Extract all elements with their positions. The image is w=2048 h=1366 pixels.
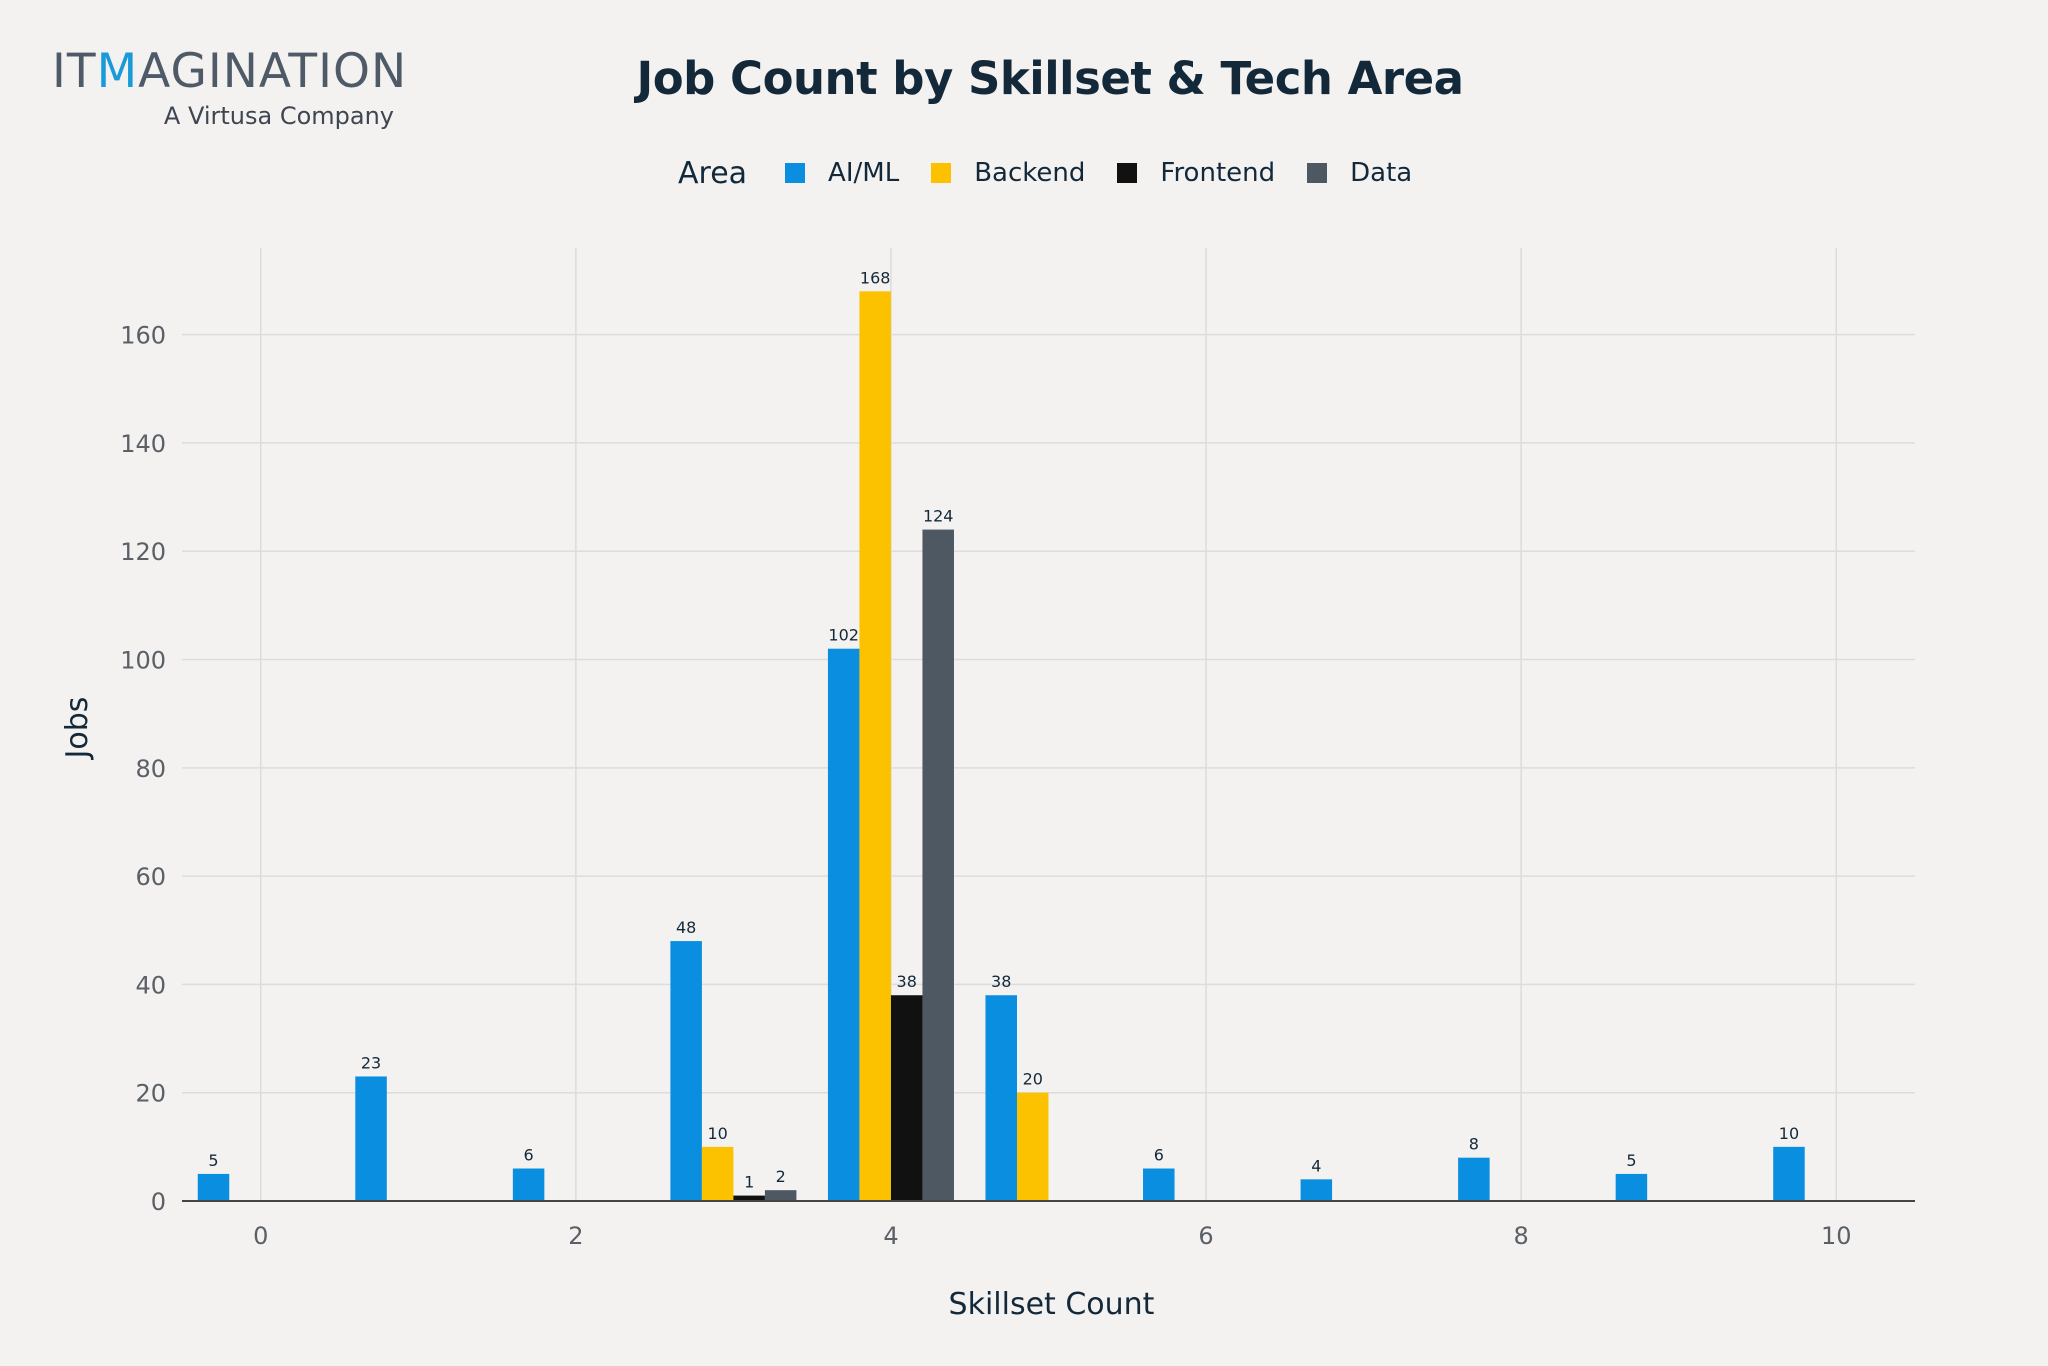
bar-aiml xyxy=(1615,1173,1648,1201)
bar-backend xyxy=(1016,1092,1049,1201)
bar-label-aiml: 5 xyxy=(1626,1151,1636,1170)
y-tick-label: 20 xyxy=(135,1080,166,1108)
legend-label-backend: Backend xyxy=(974,158,1086,188)
logo-wordmark: ITMAGINATION xyxy=(52,48,407,95)
bar-label-aiml: 102 xyxy=(828,626,859,645)
bar-label-data: 2 xyxy=(776,1167,786,1186)
bars xyxy=(197,291,1805,1201)
bar-data xyxy=(764,1190,797,1201)
legend-swatch-aiml xyxy=(785,163,806,183)
y-tick-label: 40 xyxy=(135,971,166,999)
x-tick-label: 4 xyxy=(883,1222,898,1250)
bar-aiml xyxy=(1458,1157,1490,1201)
bar-aiml xyxy=(1300,1179,1333,1201)
bar-label-backend: 168 xyxy=(860,268,891,287)
logo-wordmark-suffix: AGINATION xyxy=(138,44,408,99)
bar-data xyxy=(922,529,954,1201)
bar-label-aiml: 5 xyxy=(208,1151,218,1170)
y-tick-label: 0 xyxy=(151,1188,166,1216)
bar-label-aiml: 10 xyxy=(1779,1124,1799,1143)
bar-label-aiml: 6 xyxy=(524,1146,534,1165)
y-tick-label: 100 xyxy=(120,647,166,675)
bar-aiml xyxy=(1773,1146,1805,1201)
x-tick-label: 2 xyxy=(568,1222,583,1250)
x-axis-title: Skillset Count xyxy=(949,1287,1155,1322)
y-tick-label: 120 xyxy=(120,538,166,566)
bar-aiml xyxy=(1143,1168,1175,1201)
logo-tagline: A Virtusa Company xyxy=(163,102,394,130)
bar-label-backend: 20 xyxy=(1023,1070,1043,1089)
chart-legend: Area AI/ML Backend Frontend Data xyxy=(678,153,1444,193)
grid-lines xyxy=(182,248,1915,1201)
bar-label-data: 124 xyxy=(923,507,954,526)
bar-label-aiml: 8 xyxy=(1469,1135,1479,1154)
bar-label-aiml: 48 xyxy=(676,918,696,937)
x-tick-label: 8 xyxy=(1513,1222,1528,1250)
bar-aiml xyxy=(827,648,860,1201)
legend-swatch-data xyxy=(1307,163,1328,183)
bar-aiml xyxy=(197,1173,230,1201)
x-tick-label: 0 xyxy=(253,1222,268,1250)
x-tick-label: 10 xyxy=(1821,1222,1852,1250)
y-tick-label: 80 xyxy=(135,755,166,783)
bar-aiml xyxy=(355,1076,387,1201)
bar-backend xyxy=(701,1146,734,1201)
legend-label-data: Data xyxy=(1350,158,1413,188)
chart-title: Job Count by Skillset & Tech Area xyxy=(636,52,1464,105)
logo-wordmark-accent: M xyxy=(96,44,139,99)
bar-label-aiml: 4 xyxy=(1311,1156,1321,1175)
x-tick-labels: 0 2 4 6 8 10 xyxy=(253,1222,1851,1250)
y-axis-title: Jobs xyxy=(60,697,95,761)
legend-item-frontend[interactable]: Frontend xyxy=(1117,158,1275,188)
legend-swatch-frontend xyxy=(1117,163,1138,183)
bar-backend xyxy=(859,291,891,1201)
x-tick-label: 6 xyxy=(1198,1222,1213,1250)
bar-label-aiml: 6 xyxy=(1154,1146,1164,1165)
company-logo: ITMAGINATION A Virtusa Company xyxy=(52,48,406,138)
bar-label-frontend: 1 xyxy=(744,1173,754,1192)
legend-item-backend[interactable]: Backend xyxy=(931,158,1085,188)
bar-aiml xyxy=(985,995,1017,1201)
legend-item-aiml[interactable]: AI/ML xyxy=(785,158,899,188)
legend-label-frontend: Frontend xyxy=(1160,158,1276,188)
bar-aiml xyxy=(670,941,702,1201)
y-tick-label: 160 xyxy=(120,322,166,350)
y-tick-label: 140 xyxy=(120,430,166,458)
bar-frontend xyxy=(890,995,923,1201)
logo-wordmark-prefix: IT xyxy=(52,44,97,99)
y-tick-label: 60 xyxy=(135,863,166,891)
legend-swatch-backend xyxy=(931,163,952,183)
bar-aiml xyxy=(512,1168,545,1201)
bar-label-frontend: 38 xyxy=(897,972,917,991)
bar-label-backend: 10 xyxy=(707,1124,727,1143)
legend-title: Area xyxy=(678,155,748,191)
bar-label-aiml: 23 xyxy=(361,1053,381,1072)
legend-label-aiml: AI/ML xyxy=(828,158,900,188)
bar-frontend xyxy=(733,1195,765,1201)
bar-label-aiml: 38 xyxy=(991,972,1011,991)
legend-item-data[interactable]: Data xyxy=(1307,158,1412,188)
y-tick-labels: 0 20 40 60 80 100 120 140 160 xyxy=(120,322,166,1216)
